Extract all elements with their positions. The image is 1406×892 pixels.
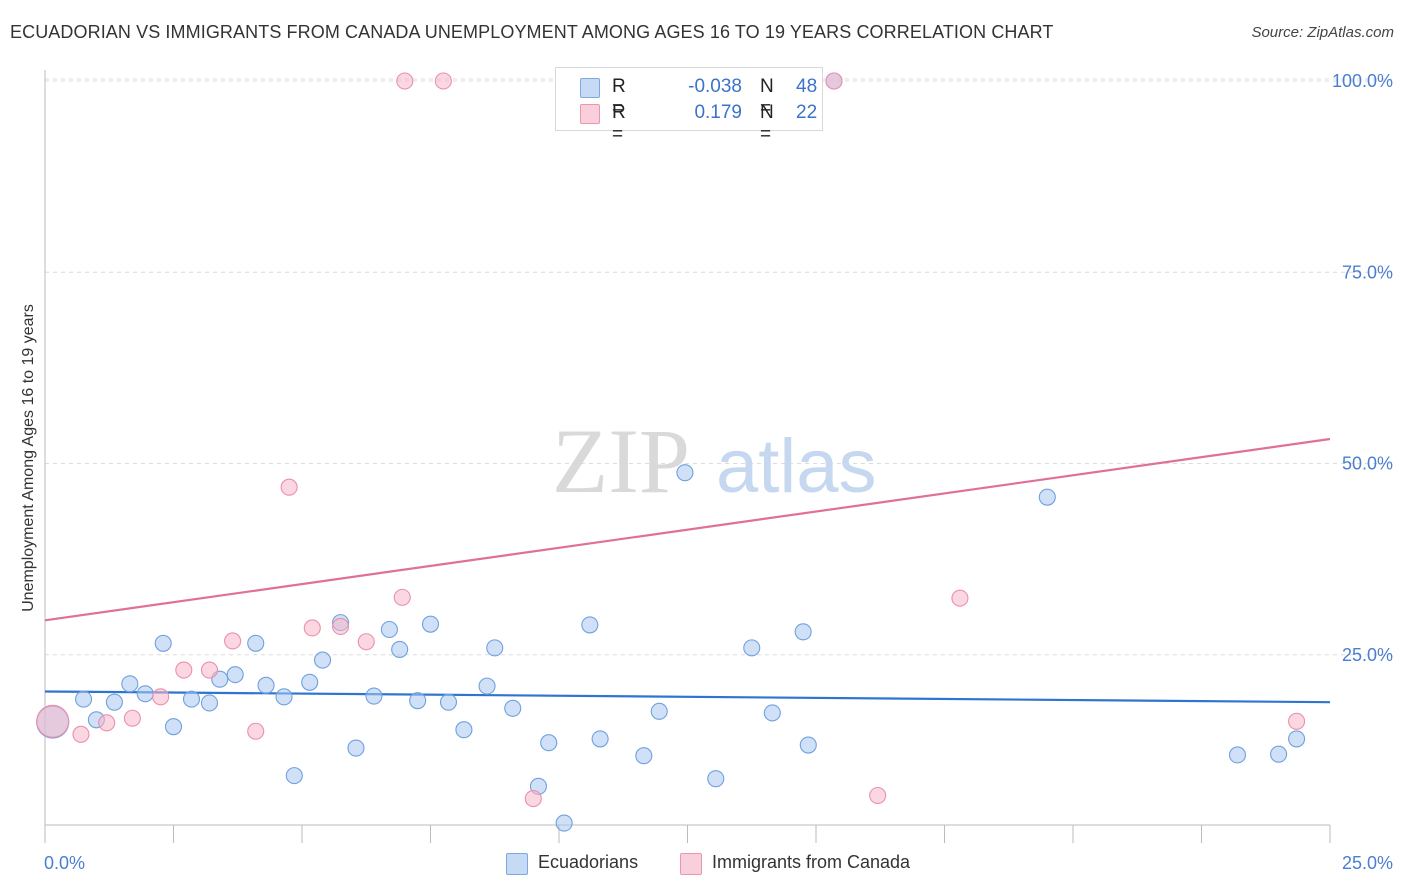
data-point-canada — [357, 633, 375, 651]
data-point-canada — [200, 661, 219, 679]
data-point-ecuadorians — [182, 690, 201, 708]
data-point-canada — [123, 709, 141, 727]
data-point-ecuadorians — [105, 693, 123, 711]
data-point-ecuadorians — [504, 699, 522, 717]
data-point-canada — [393, 588, 411, 606]
data-point-ecuadorians — [763, 704, 781, 722]
watermark-atlas: atlas — [716, 424, 877, 509]
data-point-canada — [825, 72, 843, 90]
trend-line-canada — [44, 437, 1331, 622]
trend-line-ecuadorians — [44, 690, 1331, 704]
legend-n-label: N = — [760, 102, 774, 145]
legend-swatch-ecuadorians — [506, 853, 528, 875]
legend-r-label: R = — [612, 76, 626, 119]
data-point-ecuadorians — [154, 634, 172, 652]
y-tick-label: 75.0% — [1342, 262, 1393, 282]
data-point-ecuadorians — [1038, 488, 1056, 506]
data-point-ecuadorians — [409, 692, 427, 710]
data-point-ecuadorians — [707, 770, 725, 788]
y-tick-label: 25.0% — [1342, 645, 1393, 665]
data-point-canada — [303, 619, 321, 637]
legend-label-canada: Immigrants from Canada — [712, 852, 911, 872]
data-point-ecuadorians — [794, 623, 812, 641]
data-point-ecuadorians — [650, 702, 668, 720]
legend-n-value: 22 — [796, 102, 818, 123]
data-point-ecuadorians — [1270, 745, 1288, 763]
data-point-ecuadorians — [799, 736, 817, 754]
data-point-ecuadorians — [439, 693, 458, 711]
watermark-zip: ZIP — [552, 410, 690, 512]
legend-n-value: 48 — [796, 76, 818, 97]
data-point-canada — [524, 790, 542, 808]
x-tick-label-min: 0.0% — [44, 853, 85, 873]
legend-n-label: N = — [760, 76, 774, 119]
y-tick-labels: 25.0% 50.0% 75.0% 100.0% — [1332, 71, 1393, 665]
y-tick-label: 100.0% — [1332, 71, 1393, 91]
data-point-ecuadorians — [365, 687, 383, 705]
data-point-ecuadorians — [164, 718, 183, 736]
data-point-ecuadorians — [121, 675, 139, 693]
data-point-ecuadorians — [275, 688, 293, 706]
data-point-ecuadorians — [314, 651, 332, 669]
data-point-ecuadorians — [421, 615, 440, 633]
data-point-canada — [247, 722, 265, 740]
data-point-canada — [869, 786, 887, 805]
data-point-ecuadorians — [455, 721, 473, 739]
legend-swatch-canada — [680, 853, 702, 875]
data-point-ecuadorians — [391, 640, 409, 658]
data-point-ecuadorians — [478, 677, 496, 695]
data-point-ecuadorians — [486, 639, 504, 657]
data-point-canada — [280, 478, 298, 496]
data-point-ecuadorians — [75, 690, 93, 708]
data-point-ecuadorians — [257, 676, 275, 694]
data-point-ecuadorians — [301, 673, 319, 691]
legend-r-label: R = — [612, 102, 626, 145]
data-point-ecuadorians — [743, 639, 761, 657]
legend-swatch-ecuadorians — [580, 78, 600, 98]
x-tick-labels: 0.0% 25.0% — [44, 853, 1393, 873]
data-point-canada — [1288, 712, 1306, 730]
data-point-canada — [175, 661, 193, 679]
legend-r-value: 0.179 — [694, 102, 742, 123]
watermark: ZIP atlas — [552, 410, 877, 512]
data-point-canada — [951, 589, 969, 607]
chart-title: ECUADORIAN VS IMMIGRANTS FROM CANADA UNE… — [10, 22, 1054, 42]
data-point-ecuadorians — [540, 734, 558, 752]
data-point-canada — [224, 632, 242, 650]
legend-r-value: -0.038 — [688, 76, 742, 97]
data-point-ecuadorians — [1288, 730, 1306, 748]
data-point-ecuadorians — [247, 634, 265, 652]
data-point-canada — [72, 725, 90, 743]
series-legend: Ecuadorians Immigrants from Canada — [0, 852, 1406, 878]
data-point-ecuadorians — [380, 620, 398, 639]
axes — [44, 70, 1331, 843]
data-point-ecuadorians — [555, 814, 573, 832]
data-point-canada — [331, 617, 350, 635]
gridlines — [45, 78, 1392, 656]
data-point-ecuadorians — [581, 616, 599, 634]
data-point-canada — [434, 72, 452, 90]
y-tick-label: 50.0% — [1342, 454, 1393, 474]
legend-label-ecuadorians: Ecuadorians — [538, 852, 639, 872]
data-points — [36, 72, 1306, 832]
trend-lines — [44, 437, 1331, 704]
data-point-ecuadorians — [226, 666, 244, 684]
data-point-canada — [152, 688, 170, 706]
data-point-canada — [98, 714, 116, 732]
data-point-ecuadorians — [285, 767, 303, 785]
data-point-ecuadorians — [347, 739, 365, 757]
data-point-ecuadorians — [591, 730, 609, 748]
data-point-ecuadorians — [635, 747, 653, 765]
data-point-canada — [36, 704, 70, 738]
data-point-ecuadorians — [1228, 746, 1247, 764]
correlation-legend: R = -0.038 N = 48 R = 0.179 N = 22 — [555, 67, 823, 145]
data-point-ecuadorians — [676, 464, 694, 482]
source-label: Source: ZipAtlas.com — [1251, 24, 1394, 41]
x-tick-label-max: 25.0% — [1342, 853, 1393, 873]
data-point-ecuadorians — [200, 694, 219, 712]
data-point-ecuadorians — [136, 685, 154, 703]
legend-swatch-canada — [580, 104, 600, 124]
data-point-canada — [396, 72, 414, 90]
